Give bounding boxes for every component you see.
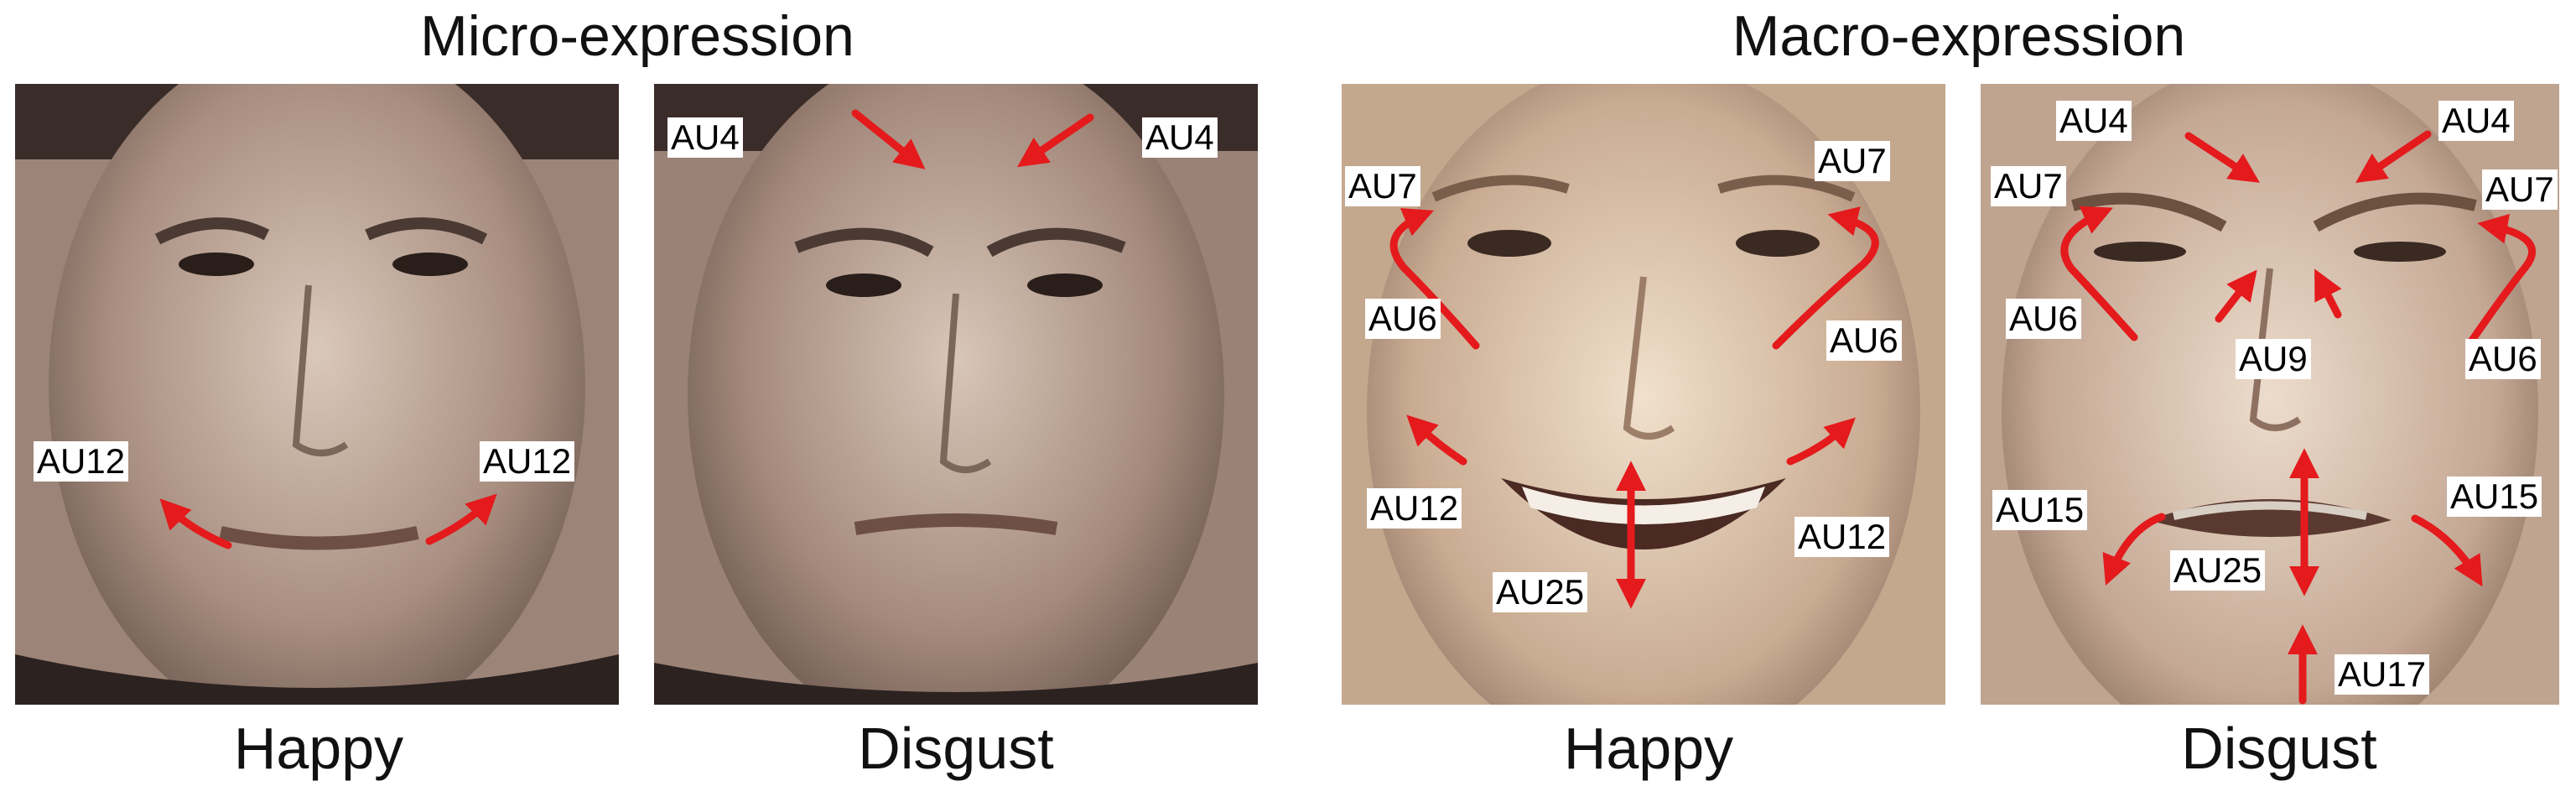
micro-disgust-face-photo bbox=[654, 84, 1258, 705]
au-label: AU15 bbox=[2447, 477, 2542, 517]
au-label: AU4 bbox=[1142, 117, 1218, 158]
au-label: AU9 bbox=[2236, 339, 2311, 379]
au-label: AU6 bbox=[1365, 299, 1441, 339]
au-label: AU7 bbox=[2482, 169, 2558, 210]
macro-happy-caption: Happy bbox=[1563, 716, 1734, 781]
macro-expression-title: Macro-expression bbox=[1732, 4, 2186, 68]
au-label: AU12 bbox=[34, 441, 129, 482]
au-label: AU12 bbox=[480, 441, 575, 482]
au-label: AU4 bbox=[667, 117, 743, 158]
au-label: AU7 bbox=[1345, 166, 1420, 206]
au-label: AU4 bbox=[2056, 101, 2132, 141]
au-label: AU6 bbox=[2465, 339, 2541, 379]
au-label: AU6 bbox=[1826, 320, 1902, 361]
macro-disgust-caption: Disgust bbox=[2181, 716, 2377, 781]
macro-disgust-face-photo bbox=[1981, 84, 2559, 705]
au-label: AU4 bbox=[2438, 101, 2514, 141]
au-label: AU7 bbox=[1815, 141, 1890, 181]
au-label: AU12 bbox=[1794, 517, 1890, 557]
au-label: AU17 bbox=[2334, 654, 2430, 695]
micro-disgust-caption: Disgust bbox=[858, 716, 1054, 781]
au-label: AU25 bbox=[2170, 550, 2266, 591]
au-label: AU12 bbox=[1367, 488, 1462, 529]
micro-expression-title: Micro-expression bbox=[420, 4, 854, 68]
au-label: AU7 bbox=[1991, 166, 2066, 206]
au-label: AU15 bbox=[1992, 490, 2088, 530]
micro-happy-caption: Happy bbox=[233, 716, 404, 781]
micro-happy-face-photo bbox=[15, 84, 619, 705]
au-label: AU6 bbox=[2006, 299, 2081, 339]
au-label: AU25 bbox=[1493, 572, 1588, 612]
